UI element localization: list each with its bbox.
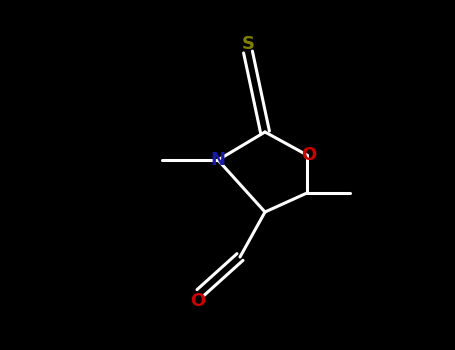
- Text: S: S: [242, 35, 254, 53]
- Text: O: O: [301, 146, 317, 164]
- Text: N: N: [211, 151, 226, 169]
- Text: O: O: [190, 292, 206, 310]
